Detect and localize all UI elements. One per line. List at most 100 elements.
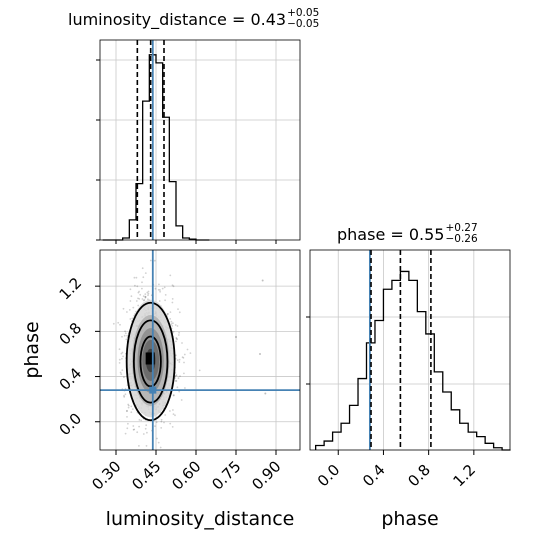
density-contour (125, 301, 176, 422)
histogram-step (315, 270, 511, 451)
sample-point (147, 292, 150, 295)
x-tick-label: 0.75 (208, 457, 244, 493)
phase-vs-luminosity-distance-panel: 0.30 0.45 0.60 0.75 0.90 0.0 0.4 0.8 1.2 (56, 249, 301, 494)
panel-frame (99, 39, 301, 241)
sample-point (161, 287, 164, 290)
sample-point (137, 297, 139, 300)
sample-point (146, 431, 148, 434)
sample-point (182, 357, 185, 359)
sample-point (126, 311, 128, 313)
sample-point (171, 426, 174, 428)
sample-point (171, 284, 174, 287)
sample-point (157, 288, 160, 291)
x-tick-label: 0.60 (168, 457, 204, 493)
sample-point (169, 318, 172, 320)
sample-point (163, 421, 165, 424)
sample-point (132, 306, 135, 309)
sample-point (141, 287, 143, 290)
sample-point (172, 285, 175, 288)
sample-point (159, 290, 162, 293)
x-tick-label: 0.8 (404, 461, 434, 491)
sample-point (261, 279, 264, 282)
sample-point (181, 356, 184, 358)
sample-point (144, 296, 147, 299)
sample-point (129, 318, 132, 320)
sample-point (135, 300, 138, 302)
histogram-step (102, 54, 210, 241)
x-axis-label-phase: phase (381, 508, 438, 530)
sample-point (120, 352, 123, 355)
sample-point (178, 361, 181, 363)
luminosity-distance-title-label: luminosity_distance (68, 9, 227, 29)
sample-point (132, 425, 135, 427)
y-axis-label-phase: phase (21, 321, 43, 378)
sample-point (138, 445, 140, 447)
sample-point (144, 296, 147, 298)
sample-point (172, 394, 175, 396)
x-tick-label: 0.45 (128, 457, 164, 493)
y-tick-label: 0.8 (56, 319, 86, 349)
sample-point (175, 340, 177, 343)
sample-point (129, 300, 132, 302)
sample-point (171, 325, 174, 327)
sample-point (142, 433, 145, 435)
sample-point (135, 276, 138, 279)
luminosity-distance-title: luminosity_distance = 0.43 +0.05 −0.05 (68, 7, 320, 30)
sample-point (180, 399, 183, 401)
sample-point (159, 289, 161, 291)
sample-point (126, 409, 128, 412)
sample-point (175, 337, 178, 340)
sample-point (136, 285, 139, 288)
y-tick-label: 0.0 (56, 409, 86, 439)
density-peak (145, 352, 155, 365)
sample-point (178, 358, 181, 361)
sample-point (123, 334, 126, 337)
sample-point (198, 369, 201, 372)
sample-point (179, 375, 181, 377)
sample-point (117, 321, 120, 324)
sample-point (177, 308, 179, 310)
phase-histogram-panel: 0.0 0.4 0.8 1.2 (306, 249, 511, 491)
sample-point (126, 427, 129, 430)
sample-point (183, 372, 185, 375)
sample-point (119, 371, 122, 374)
sample-point (174, 324, 177, 326)
sample-point (169, 274, 172, 277)
sample-point (176, 386, 179, 389)
sample-point (177, 377, 180, 380)
sample-point (133, 276, 136, 279)
sample-point (235, 336, 237, 339)
sample-point (123, 376, 125, 379)
sample-point (136, 431, 139, 434)
x-axis-label-luminosity-distance: luminosity_distance (106, 508, 295, 530)
sample-point (142, 295, 145, 298)
sample-point (170, 320, 173, 323)
sample-point (174, 414, 176, 417)
sample-point (259, 352, 261, 355)
sample-point (154, 287, 157, 290)
sample-point (143, 299, 146, 301)
sample-point (144, 427, 147, 430)
sample-point (163, 286, 166, 289)
sample-point (172, 413, 175, 415)
x-tick-label: 0.90 (248, 457, 284, 493)
sample-point (141, 281, 143, 284)
sample-point (160, 418, 163, 421)
phase-title-label: phase (337, 224, 386, 244)
sample-point (169, 311, 172, 313)
y-tick-label: 0.4 (56, 364, 86, 394)
panel-frame (99, 249, 301, 451)
sample-point (121, 335, 123, 338)
sample-point (123, 396, 126, 398)
sample-point (178, 390, 181, 393)
sample-point (164, 414, 167, 416)
y-tick-label: 1.2 (56, 274, 86, 304)
sample-point (118, 348, 121, 351)
density-contour (132, 319, 169, 404)
sample-point (172, 322, 174, 325)
sample-point (134, 284, 136, 287)
sample-point (126, 334, 128, 337)
sample-point (181, 342, 183, 344)
axis-labels: luminosity_distance phase phase (21, 321, 439, 530)
luminosity-distance-title-upper: +0.05 (287, 7, 320, 19)
